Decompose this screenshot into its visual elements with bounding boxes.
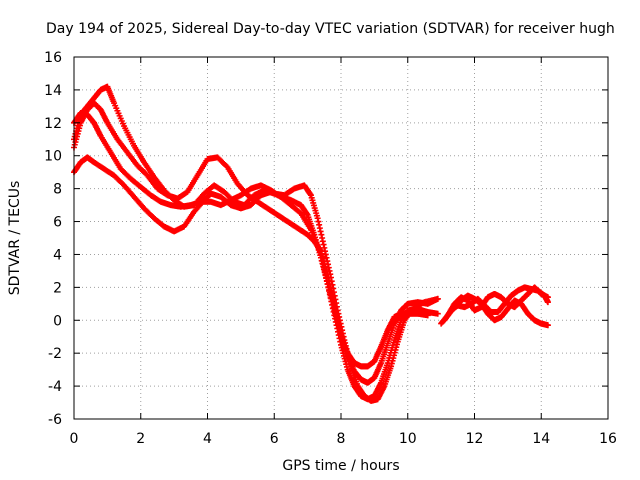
series-points [438, 284, 551, 327]
series-points [71, 83, 441, 404]
x-tick-label: 14 [532, 431, 550, 447]
y-tick-label: 4 [53, 247, 62, 263]
data-point [434, 310, 441, 317]
data-marks [71, 83, 551, 404]
y-tick-label: 16 [44, 50, 62, 66]
y-tick-label: 2 [53, 280, 62, 296]
data-point [434, 295, 441, 302]
y-tick-label: 8 [53, 182, 62, 198]
y-tick-label: -2 [48, 346, 62, 362]
y-tick-label: 6 [53, 215, 62, 231]
y-axis-label: SDTVAR / TECUs [7, 181, 23, 296]
data-point [544, 322, 551, 329]
x-tick-label: 8 [337, 431, 346, 447]
x-axis-label: GPS time / hours [282, 458, 399, 474]
series-points [71, 100, 441, 386]
x-tick-label: 10 [399, 431, 417, 447]
y-tick-label: 12 [44, 116, 62, 132]
x-tick-label: 2 [136, 431, 145, 447]
axis-ticks [73, 56, 609, 420]
x-tick-label: 4 [203, 431, 212, 447]
x-tick-label: 6 [270, 431, 279, 447]
y-tick-labels: -6 -4 -2 0 2 4 6 8 10 12 14 16 [44, 50, 62, 428]
data-point [544, 294, 551, 301]
grid [74, 57, 608, 419]
y-tick-label: -6 [48, 412, 62, 428]
y-tick-label: 0 [53, 313, 62, 329]
data-point [424, 312, 431, 319]
y-tick-label: -4 [48, 379, 62, 395]
x-tick-label: 0 [70, 431, 79, 447]
x-tick-label: 16 [599, 431, 617, 447]
chart-title: Day 194 of 2025, Sidereal Day-to-day VTE… [46, 21, 615, 37]
x-tick-labels: 0 2 4 6 8 10 12 14 16 [70, 431, 617, 447]
y-tick-label: 14 [44, 83, 62, 99]
y-tick-label: 10 [44, 149, 62, 165]
x-tick-label: 12 [466, 431, 484, 447]
